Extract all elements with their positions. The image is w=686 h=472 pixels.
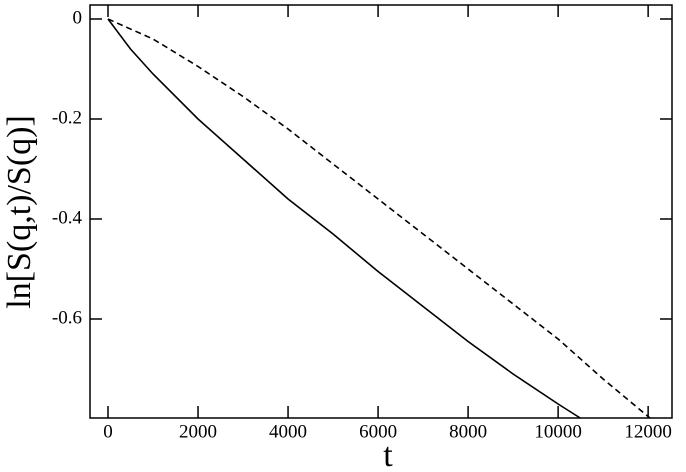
y-tick-label: -0.2	[52, 107, 82, 128]
x-tick-label: 6000	[359, 421, 397, 442]
line-series	[107, 18, 581, 419]
y-tick-label: 0	[73, 7, 83, 28]
y-tick-label: -0.6	[52, 307, 82, 328]
plot-frame	[89, 4, 673, 419]
x-tick-label: 8000	[449, 421, 487, 442]
y-tick-label: -0.4	[52, 207, 83, 228]
x-tick-label: 12000	[624, 421, 672, 442]
x-tick-label: 10000	[534, 421, 582, 442]
x-axis-label: t	[383, 437, 393, 472]
x-tick-label: 4000	[269, 421, 307, 442]
line-series	[107, 18, 651, 419]
x-tick-label: 0	[103, 421, 113, 442]
x-tick-label: 2000	[179, 421, 217, 442]
y-axis-label: ln[S(q,t)/S(q)]	[1, 115, 38, 309]
